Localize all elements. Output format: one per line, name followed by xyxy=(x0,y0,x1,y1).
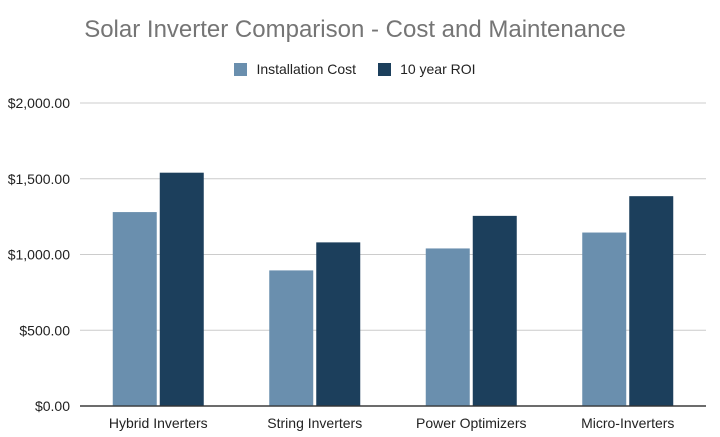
bar-10-year-roi-power-optimizers xyxy=(472,215,517,406)
y-tick-label: $2,000.00 xyxy=(8,95,70,111)
legend-item-installation-cost: Installation Cost xyxy=(234,61,356,77)
y-tick-label: $500.00 xyxy=(19,322,70,338)
x-tick-label: String Inverters xyxy=(267,415,362,431)
bar-installation-cost-string-inverters xyxy=(269,270,314,406)
bar-installation-cost-power-optimizers xyxy=(425,248,470,406)
chart-title: Solar Inverter Comparison - Cost and Mai… xyxy=(84,16,626,43)
x-tick-label: Micro-Inverters xyxy=(581,415,674,431)
bar-10-year-roi-string-inverters xyxy=(316,242,361,406)
y-tick-label: $0.00 xyxy=(35,398,70,414)
legend: Installation Cost 10 year ROI xyxy=(0,61,710,77)
x-tick-label: Power Optimizers xyxy=(416,415,526,431)
y-tick-label: $1,500.00 xyxy=(8,171,70,187)
x-tick-label: Hybrid Inverters xyxy=(109,415,208,431)
legend-swatch-installation-cost xyxy=(234,62,248,76)
legend-item-10-year-roi: 10 year ROI xyxy=(378,61,476,77)
legend-label-10-year-roi: 10 year ROI xyxy=(400,61,476,77)
bar-installation-cost-hybrid-inverters xyxy=(112,212,157,406)
y-tick-label: $1,000.00 xyxy=(8,247,70,263)
legend-swatch-10-year-roi xyxy=(378,62,392,76)
legend-label-installation-cost: Installation Cost xyxy=(256,61,357,77)
bar-10-year-roi-hybrid-inverters xyxy=(159,172,204,406)
bar-10-year-roi-micro-inverters xyxy=(629,196,674,406)
bar-installation-cost-micro-inverters xyxy=(582,232,627,406)
